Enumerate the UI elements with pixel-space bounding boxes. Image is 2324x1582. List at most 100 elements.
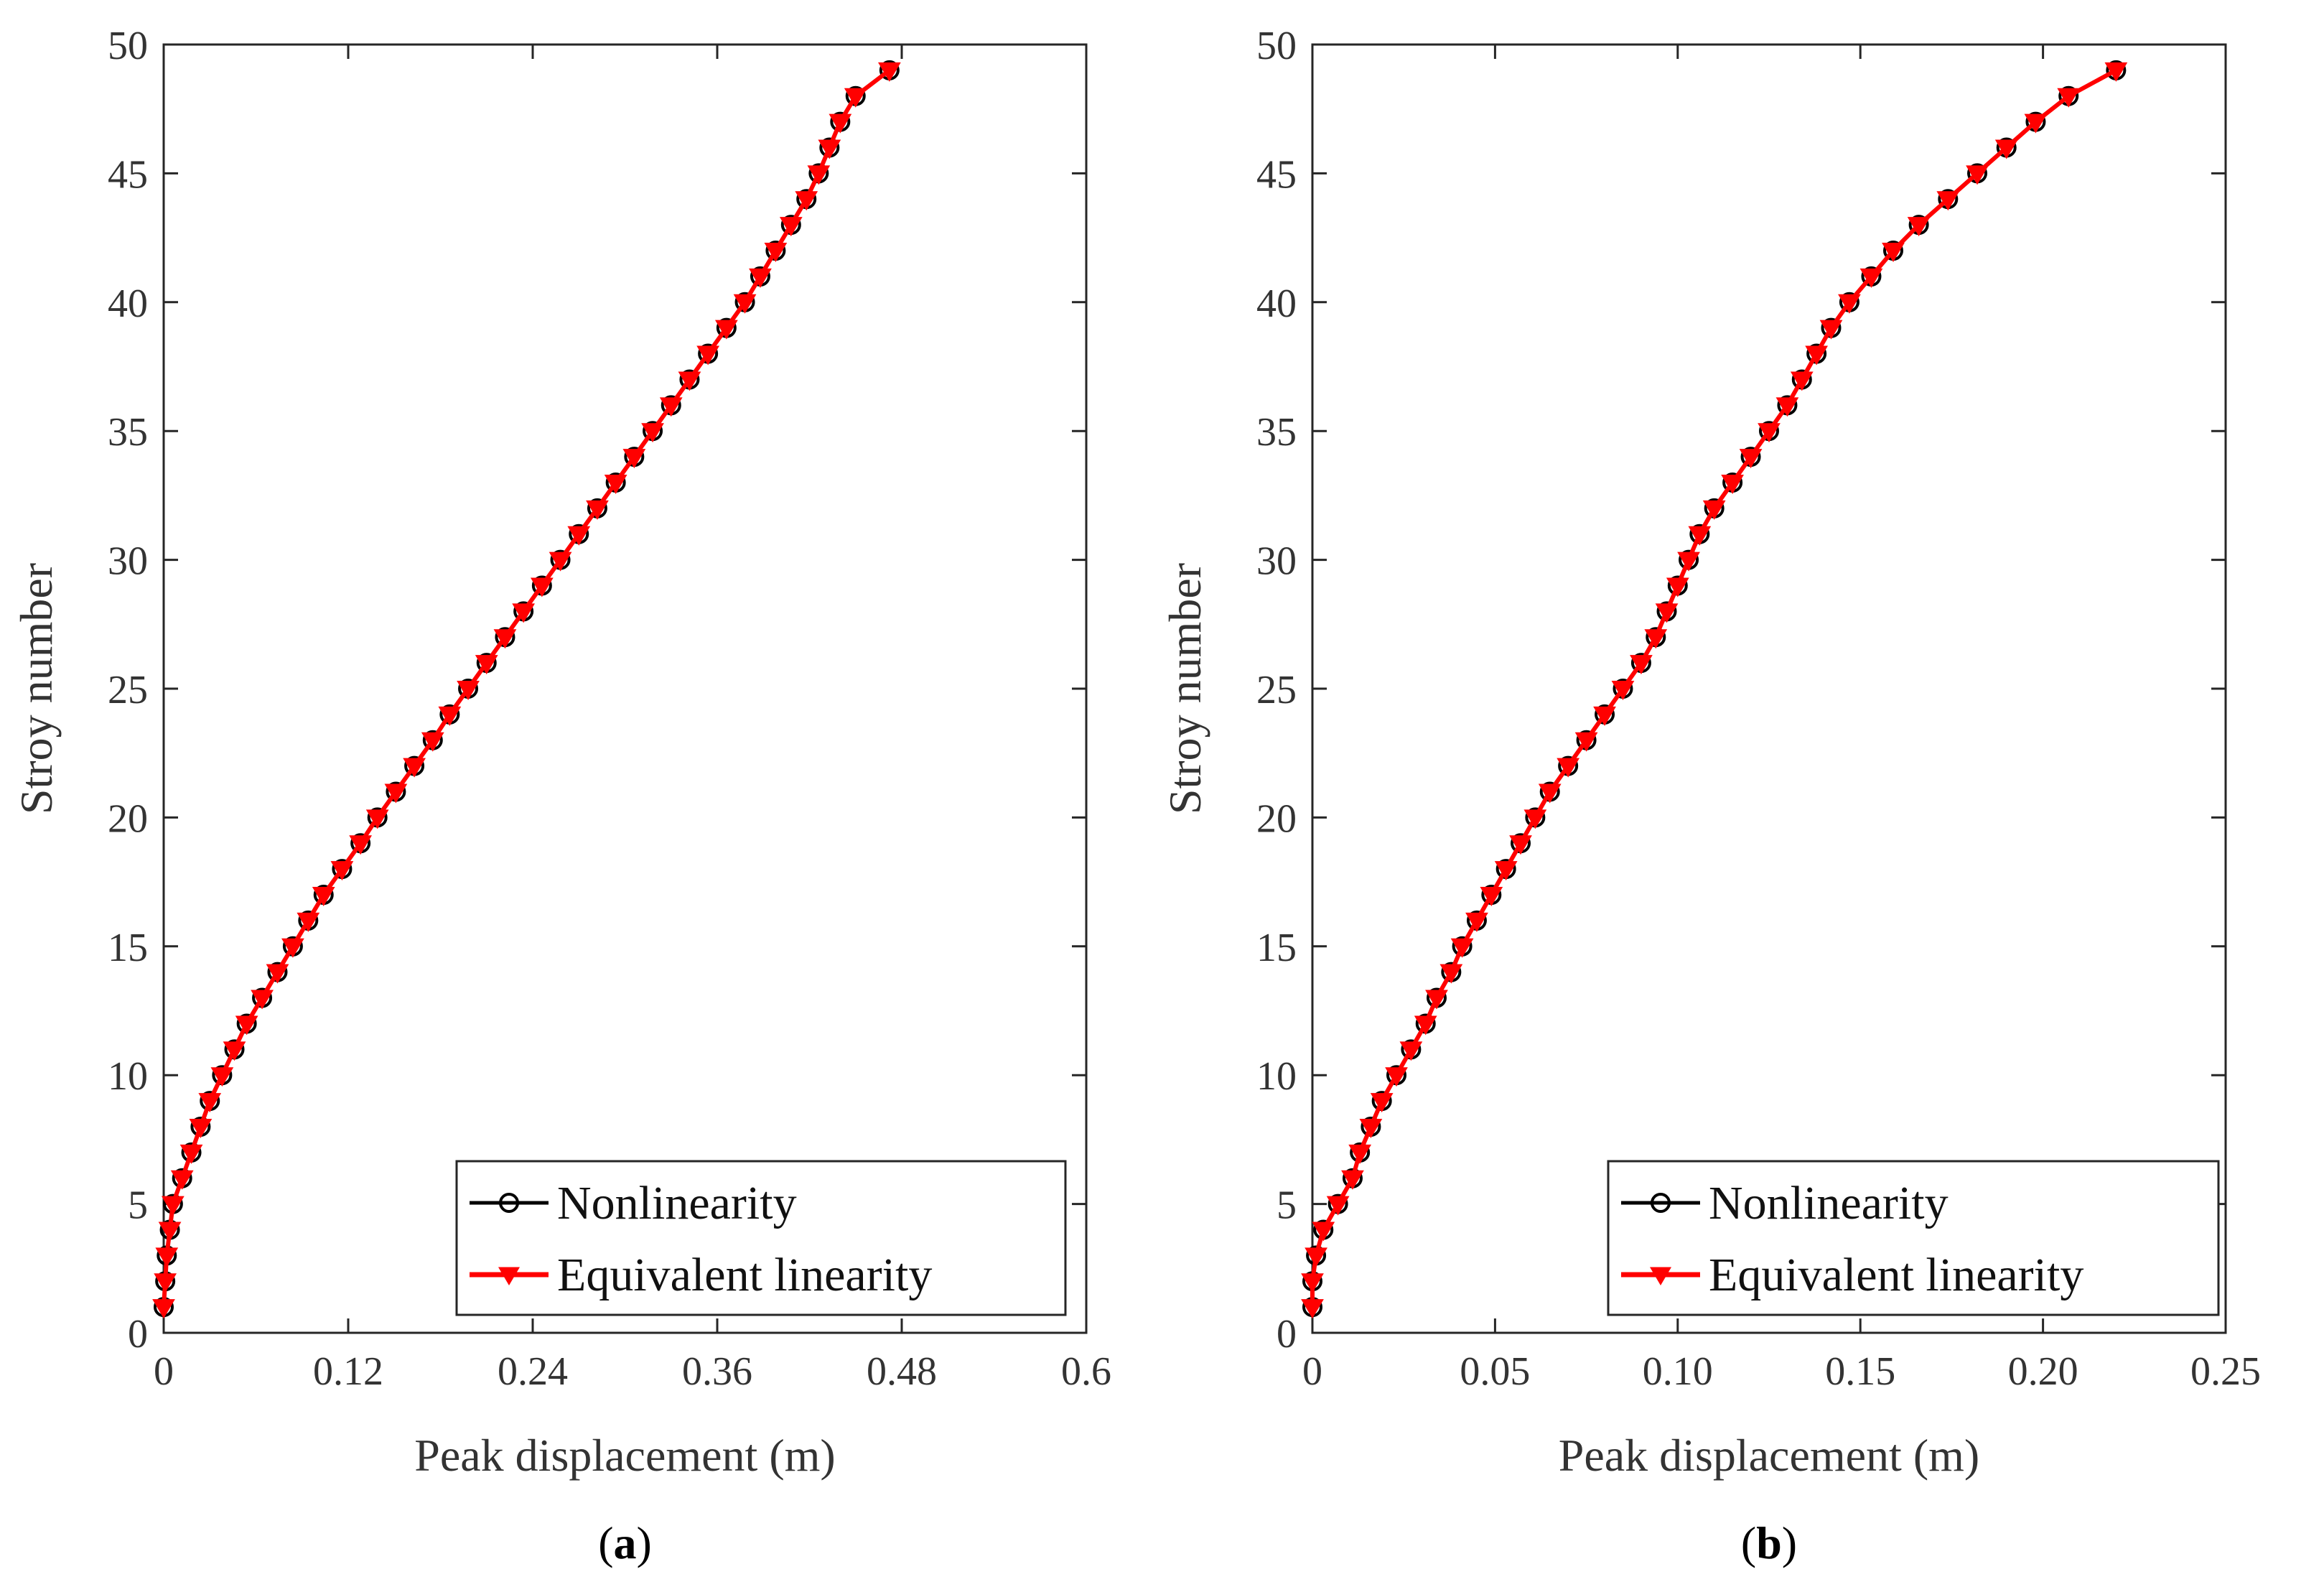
point-equivalent-linearity — [475, 655, 498, 675]
point-equivalent-linearity — [1301, 1273, 1324, 1293]
point-equivalent-linearity — [438, 706, 462, 726]
y-tick-label: 30 — [108, 539, 148, 584]
plot-frame — [1311, 43, 2227, 1334]
point-equivalent-linearity — [152, 1299, 175, 1319]
y-tick-label: 10 — [1256, 1054, 1297, 1099]
point-equivalent-linearity — [659, 397, 683, 417]
point-equivalent-linearity — [161, 1196, 185, 1216]
point-equivalent-linearity — [696, 345, 720, 366]
y-tick-label: 0 — [128, 1312, 148, 1357]
series-line-nonlinearity — [162, 68, 891, 1308]
point-equivalent-linearity — [179, 1144, 203, 1164]
point-equivalent-linearity — [678, 371, 701, 391]
point-equivalent-linearity — [795, 191, 818, 211]
point-equivalent-linearity — [749, 268, 772, 288]
y-tick-label: 30 — [1256, 539, 1297, 584]
point-equivalent-linearity — [1312, 1222, 1335, 1242]
point-equivalent-linearity — [1574, 732, 1598, 752]
point-equivalent-linearity — [1593, 706, 1616, 726]
legend-marker-triangle — [498, 1267, 520, 1285]
point-equivalent-linearity — [198, 1093, 222, 1113]
point-equivalent-linearity — [251, 990, 274, 1010]
point-equivalent-linearity — [1480, 887, 1503, 907]
point-equivalent-linearity — [457, 681, 480, 700]
point-equivalent-linearity — [567, 526, 591, 546]
point-equivalent-linearity — [1739, 449, 1763, 469]
point-equivalent-linearity — [1523, 809, 1547, 829]
point-equivalent-linearity — [1775, 397, 1799, 417]
point-equivalent-linearity — [210, 1067, 234, 1087]
point-equivalent-linearity — [530, 577, 554, 597]
point-equivalent-linearity — [1301, 1299, 1324, 1319]
panel-label: (b) — [1741, 1517, 1797, 1568]
point-equivalent-linearity — [1326, 1196, 1350, 1216]
point-equivalent-linearity — [1538, 783, 1562, 804]
y-axis-label: Stroy number — [1159, 563, 1210, 814]
point-equivalent-linearity — [2057, 88, 2081, 108]
point-equivalent-linearity — [844, 88, 867, 108]
x-axis-label: Peak displacement (m) — [1559, 1430, 1979, 1481]
point-equivalent-linearity — [622, 449, 646, 469]
point-equivalent-linearity — [1611, 681, 1635, 700]
point-equivalent-linearity — [266, 964, 289, 984]
series-line-equivalent-linearity — [1310, 68, 2117, 1308]
x-tick-label: 0 — [1302, 1349, 1322, 1394]
point-equivalent-linearity — [764, 243, 788, 263]
panel-label: (a) — [598, 1517, 652, 1568]
point-equivalent-linearity — [1341, 1170, 1364, 1190]
point-equivalent-linearity — [1702, 500, 1726, 520]
point-equivalent-linearity — [235, 1015, 258, 1036]
point-equivalent-linearity — [1385, 1067, 1408, 1087]
y-tick-label: 35 — [108, 410, 148, 455]
point-equivalent-linearity — [1688, 526, 1712, 546]
point-equivalent-linearity — [1966, 165, 1989, 185]
point-equivalent-linearity — [818, 139, 841, 159]
point-equivalent-linearity — [1790, 371, 1814, 391]
y-tick-label: 25 — [1256, 668, 1297, 712]
y-tick-label: 50 — [108, 24, 148, 68]
point-equivalent-linearity — [641, 423, 664, 443]
y-tick-label: 40 — [108, 281, 148, 326]
legend-box — [1607, 1160, 2220, 1316]
y-tick-label: 25 — [108, 668, 148, 712]
point-equivalent-linearity — [1509, 835, 1532, 855]
point-equivalent-linearity — [1370, 1093, 1394, 1113]
y-tick-label: 5 — [1277, 1183, 1297, 1228]
point-equivalent-linearity — [1425, 990, 1448, 1010]
series-line-equivalent-linearity — [162, 68, 891, 1308]
legend-label: Equivalent linearity — [557, 1249, 932, 1301]
point-equivalent-linearity — [1936, 191, 1960, 211]
y-tick-label: 15 — [1256, 926, 1297, 970]
point-equivalent-linearity — [512, 603, 536, 623]
point-equivalent-linearity — [312, 887, 335, 907]
point-equivalent-linearity — [1859, 268, 1883, 288]
x-tick-label: 0.15 — [1825, 1349, 1895, 1394]
y-tick-label: 50 — [1256, 24, 1297, 68]
point-equivalent-linearity — [281, 938, 304, 958]
x-tick-label: 0.12 — [313, 1349, 383, 1394]
y-tick-label: 40 — [1256, 281, 1297, 326]
legend: Nonlinearity Equivalent linearity — [1607, 1160, 2220, 1316]
point-equivalent-linearity — [1630, 655, 1653, 675]
point-equivalent-linearity — [493, 629, 517, 649]
point-equivalent-linearity — [807, 165, 831, 185]
x-tick-label: 0.05 — [1460, 1349, 1530, 1394]
point-equivalent-linearity — [1644, 629, 1668, 649]
point-equivalent-linearity — [1494, 861, 1518, 881]
y-axis-label: Stroy number — [11, 563, 62, 814]
point-equivalent-linearity — [403, 758, 426, 778]
y-tick-label: 20 — [1256, 796, 1297, 841]
x-tick-label: 0.25 — [2190, 1349, 2261, 1394]
legend-marker-circle — [1651, 1193, 1671, 1213]
x-tick-label: 0.36 — [682, 1349, 752, 1394]
point-equivalent-linearity — [421, 732, 444, 752]
x-tick-label: 0.24 — [498, 1349, 568, 1394]
legend-marker-triangle — [1650, 1267, 1671, 1285]
legend-label: Nonlinearity — [1709, 1177, 1949, 1229]
y-tick-label: 20 — [108, 796, 148, 841]
point-equivalent-linearity — [365, 809, 389, 829]
point-equivalent-linearity — [1907, 217, 1931, 237]
y-tick-label: 0 — [1277, 1312, 1297, 1357]
point-equivalent-linearity — [1557, 758, 1580, 778]
x-tick-label: 0 — [154, 1349, 174, 1394]
